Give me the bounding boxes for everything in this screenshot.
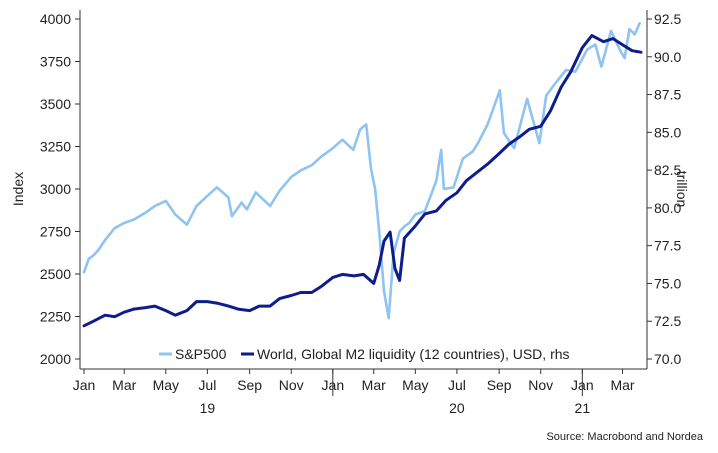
right-tick-label: 90.0 (654, 49, 681, 65)
right-tick-label: 72.5 (654, 313, 681, 329)
x-tick-label: Mar (112, 377, 136, 393)
right-tick-label: 77.5 (654, 238, 681, 254)
right-tick-label: 82.5 (654, 162, 681, 178)
x-tick-label: Nov (279, 377, 304, 393)
legend: S&P500 World, Global M2 liquidity (12 co… (159, 346, 570, 362)
year-label: 21 (575, 400, 591, 416)
x-tick-label: Nov (528, 377, 553, 393)
series-line-global-m2 (82, 34, 643, 328)
left-axis-title: Index (10, 172, 26, 206)
right-tick-label: 92.5 (654, 11, 681, 27)
left-tick-label: 2000 (40, 351, 71, 367)
x-tick-label: Sep (487, 377, 512, 393)
x-tick-label: Mar (362, 377, 386, 393)
year-label: 19 (200, 400, 216, 416)
left-tick-label: 4000 (40, 11, 71, 27)
left-tick-label: 3250 (40, 139, 71, 155)
right-tick-label: 87.5 (654, 87, 681, 103)
left-tick-label: 3000 (40, 181, 71, 197)
source-note: Source: Macrobond and Nordea (546, 431, 703, 443)
left-tick-label: 2750 (40, 224, 71, 240)
legend-label-sp500: S&P500 (175, 346, 227, 362)
series-line-sp500 (82, 21, 641, 320)
left-tick-label: 2500 (40, 266, 71, 282)
right-tick-label: 80.0 (654, 200, 681, 216)
left-tick-label: 3500 (40, 96, 71, 112)
x-tick-label: Sep (237, 377, 262, 393)
right-tick-label: 70.0 (654, 351, 681, 367)
left-tick-label: 2250 (40, 309, 71, 325)
x-axis-ticks: Jan Mar May Jul Sep Nov Jan Mar May Jul Sep Nov Jan M… (73, 369, 635, 416)
left-axis-ticks: 2000 2250 2500 2750 3000 3250 3500 3750 4000 (40, 11, 80, 367)
x-tick-label: Mar (610, 377, 634, 393)
series-layer (82, 21, 643, 328)
right-axis-ticks: 70.0 72.5 75.0 77.5 80.0 82.5 85.0 87.5 90.0 92.5 (647, 11, 681, 367)
x-tick-label: May (153, 377, 179, 393)
x-tick-label: May (402, 377, 428, 393)
year-label: 20 (449, 400, 465, 416)
right-axis-title: trillion (674, 171, 690, 208)
plot-area: 2000 2250 2500 2750 3000 3250 3500 3750 4000 70.… (40, 10, 681, 416)
right-tick-label: 75.0 (654, 275, 681, 291)
x-tick-label: Jul (448, 377, 466, 393)
legend-label-m2: World, Global M2 liquidity (12 countries… (257, 346, 570, 362)
right-tick-label: 85.0 (654, 124, 681, 140)
left-tick-label: 3750 (40, 54, 71, 70)
x-tick-label: Jul (198, 377, 216, 393)
x-tick-label: Jan (73, 377, 96, 393)
